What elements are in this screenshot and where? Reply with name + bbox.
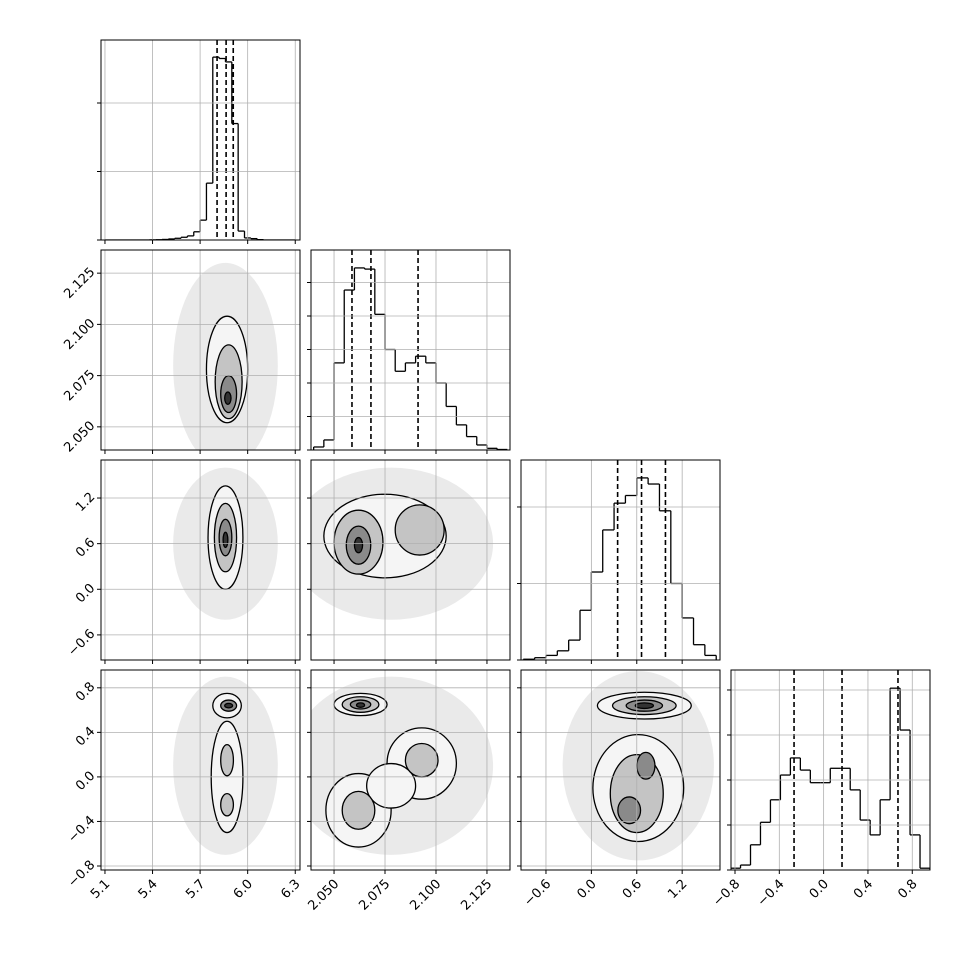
contour	[404, 742, 439, 778]
panel	[173, 262, 278, 450]
frame	[520, 669, 721, 871]
panel	[522, 460, 717, 660]
panel	[562, 671, 714, 861]
frame	[310, 249, 511, 451]
frame	[310, 459, 511, 661]
y-tick-label: 2.100	[61, 316, 98, 353]
x-tick-label: 5.1	[88, 877, 113, 902]
y-tick-label: 2.050	[61, 419, 98, 456]
x-tick-label: 2.100	[407, 877, 444, 914]
panel	[313, 250, 508, 450]
contour	[341, 790, 376, 830]
x-tick-label: 2.075	[356, 877, 393, 914]
y-tick-label: 0.6	[73, 535, 98, 560]
contour	[355, 702, 366, 708]
contour	[353, 536, 364, 554]
frame	[520, 459, 721, 661]
x-tick-label: 5.4	[136, 877, 161, 902]
panel	[731, 670, 930, 870]
contour	[617, 796, 642, 825]
x-tick-label: 0.0	[574, 877, 599, 902]
y-tick-label: −0.6	[65, 627, 98, 660]
x-tick-label: 1.2	[665, 877, 690, 902]
y-tick-label: 0.8	[73, 680, 98, 705]
x-tick-label: −0.4	[755, 877, 788, 910]
contour	[220, 743, 235, 777]
frame	[100, 459, 301, 661]
contour	[224, 391, 232, 405]
y-tick-label: 2.125	[61, 265, 98, 302]
panel	[311, 676, 494, 855]
y-tick-label: 0.0	[73, 581, 98, 606]
frame	[730, 669, 931, 871]
x-tick-label: 0.8	[895, 877, 920, 902]
contour	[366, 762, 417, 809]
contour	[222, 531, 229, 549]
x-tick-label: 2.125	[458, 877, 495, 914]
x-tick-label: 6.0	[231, 877, 256, 902]
panel	[104, 40, 296, 240]
contour	[224, 702, 234, 709]
x-tick-label: 0.0	[807, 877, 832, 902]
contour	[634, 702, 655, 710]
y-tick-label: 1.2	[73, 490, 98, 515]
frame	[100, 669, 301, 871]
x-tick-label: 5.7	[183, 877, 208, 902]
frame	[310, 669, 511, 871]
x-tick-label: 0.6	[620, 877, 645, 902]
x-tick-label: −0.6	[521, 877, 554, 910]
panel	[173, 676, 278, 855]
x-tick-label: 2.050	[305, 877, 342, 914]
y-tick-label: 0.0	[73, 769, 98, 794]
y-tick-label: −0.4	[65, 813, 98, 846]
x-tick-label: −0.8	[710, 877, 743, 910]
frame	[100, 39, 301, 241]
x-tick-label: 0.4	[851, 877, 876, 902]
contour	[394, 504, 445, 556]
contour	[636, 751, 656, 780]
x-tick-label: 6.3	[278, 877, 303, 902]
y-tick-label: 2.075	[61, 367, 98, 404]
frame	[100, 249, 301, 451]
contour	[220, 792, 235, 817]
y-tick-label: 0.4	[73, 724, 98, 749]
